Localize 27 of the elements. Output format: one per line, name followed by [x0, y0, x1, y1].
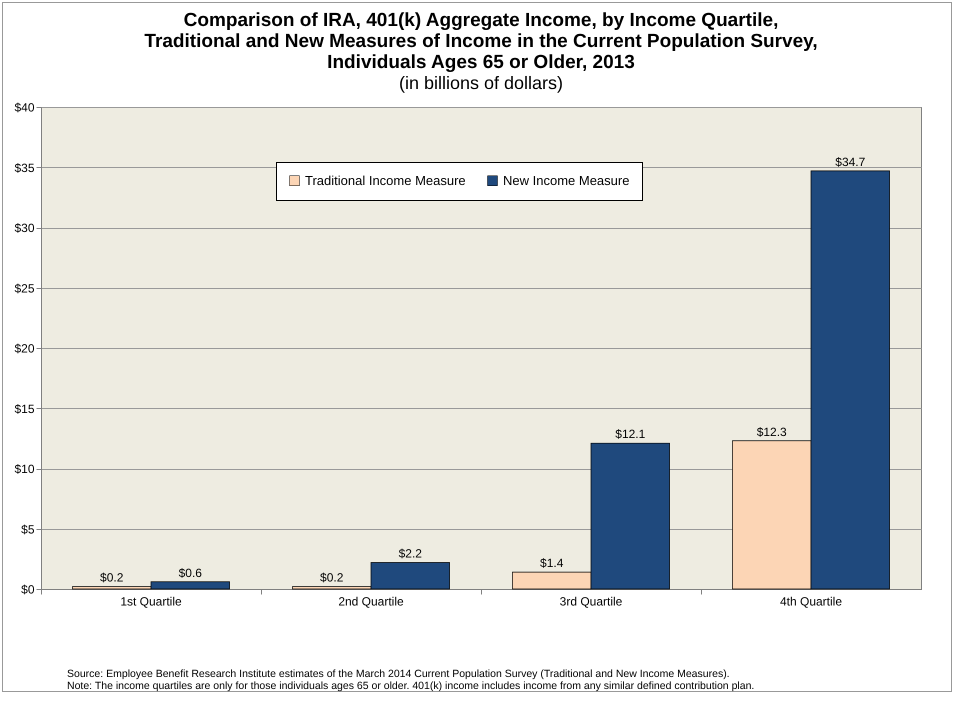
source-note: Source: Employee Benefit Research Institute estimates of the March 2014 Current Population Survey (Traditional and New Income Measures).: [67, 668, 731, 680]
data-label: $2.2: [398, 546, 422, 560]
data-label: $0.2: [100, 570, 124, 585]
data-label: $34.7: [835, 154, 866, 169]
text: Note: The income quartiles are only for those individuals ages 65 or older. 401(k) income includes income from any similar defined contribution plan.: [67, 680, 754, 692]
x-tick-label: 1st Quartile: [120, 594, 182, 608]
y-tick-label: $5: [21, 522, 35, 536]
y-tick-label: $25: [14, 281, 35, 296]
y-tick-label: $20: [14, 342, 35, 356]
y-tick-label: $40: [14, 100, 35, 114]
data-label: $1.4: [540, 556, 564, 570]
chart-title: Comparison of IRA, 401(k) Aggregate Income, by Income Quartile, Traditional and New Measures of Income in the Current Population Survey, Individuals Ages 65 or Older, 2013: [144, 10, 818, 73]
x-tick-label: 2nd Quartile: [338, 594, 404, 608]
y-tick-label: $15: [14, 402, 35, 416]
data-label: $12.1: [615, 427, 646, 442]
x-tick-label: 3rd Quartile: [560, 594, 623, 608]
data-label: $12.3: [756, 424, 788, 439]
y-tick-label: $35: [14, 160, 35, 175]
chart-subtitle: (in billions of dollars): [398, 73, 564, 93]
data-label: $0.6: [178, 566, 202, 580]
y-tick-label: $0: [21, 582, 35, 596]
legend-label: New Income Measure: [503, 172, 630, 188]
y-tick-label: $30: [14, 221, 35, 235]
legend-label: Traditional Income Measure: [305, 172, 466, 188]
data-label: $0.2: [320, 570, 344, 585]
x-tick-label: 4th Quartile: [780, 594, 842, 608]
y-tick-label: $10: [14, 462, 35, 476]
